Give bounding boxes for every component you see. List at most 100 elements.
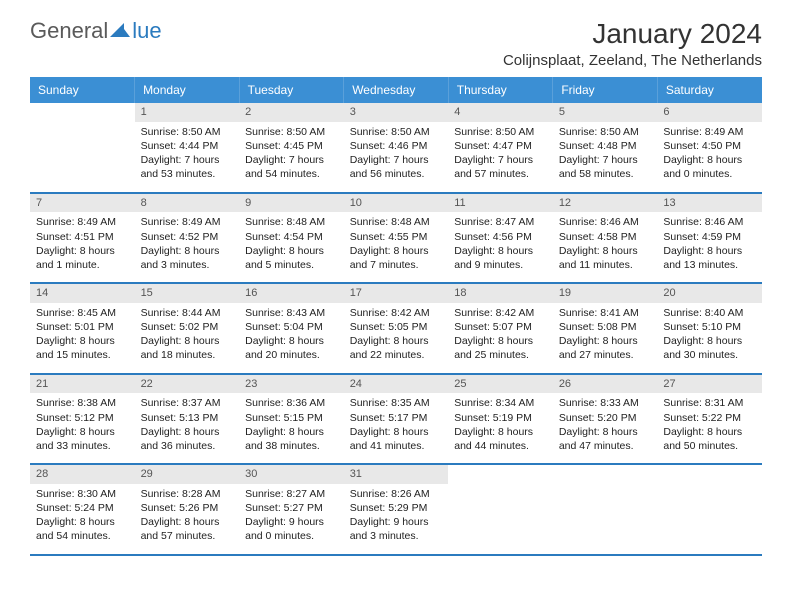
daylight-line: Daylight: 9 hours and 0 minutes. [245, 515, 338, 543]
calendar-day-cell: 9Sunrise: 8:48 AMSunset: 4:54 PMDaylight… [239, 193, 344, 284]
sunset-line: Sunset: 5:01 PM [36, 320, 129, 334]
day-number: 29 [135, 465, 240, 484]
sunrise-line: Sunrise: 8:27 AM [245, 487, 338, 501]
location: Colijnsplaat, Zeeland, The Netherlands [503, 52, 762, 69]
sunrise-line: Sunrise: 8:47 AM [454, 215, 547, 229]
sunset-line: Sunset: 4:50 PM [663, 139, 756, 153]
calendar-week-row: 14Sunrise: 8:45 AMSunset: 5:01 PMDayligh… [30, 283, 762, 374]
daylight-line: Daylight: 8 hours and 54 minutes. [36, 515, 129, 543]
day-number: 3 [344, 103, 449, 122]
sunrise-line: Sunrise: 8:34 AM [454, 396, 547, 410]
sunset-line: Sunset: 5:05 PM [350, 320, 443, 334]
logo-text-2: lue [132, 18, 161, 44]
calendar-day-cell: 26Sunrise: 8:33 AMSunset: 5:20 PMDayligh… [553, 374, 658, 465]
calendar-day-cell: 23Sunrise: 8:36 AMSunset: 5:15 PMDayligh… [239, 374, 344, 465]
calendar-day-cell: 20Sunrise: 8:40 AMSunset: 5:10 PMDayligh… [657, 283, 762, 374]
day-number: 20 [657, 284, 762, 303]
sunrise-line: Sunrise: 8:38 AM [36, 396, 129, 410]
day-number: 19 [553, 284, 658, 303]
daylight-line: Daylight: 8 hours and 27 minutes. [559, 334, 652, 362]
header: General lue January 2024 Colijnsplaat, Z… [30, 18, 762, 69]
sunset-line: Sunset: 5:08 PM [559, 320, 652, 334]
sunset-line: Sunset: 4:59 PM [663, 230, 756, 244]
calendar-day-cell: 30Sunrise: 8:27 AMSunset: 5:27 PMDayligh… [239, 464, 344, 555]
calendar-day-cell [30, 103, 135, 193]
day-number: 30 [239, 465, 344, 484]
calendar-day-cell: 22Sunrise: 8:37 AMSunset: 5:13 PMDayligh… [135, 374, 240, 465]
calendar-day-cell: 11Sunrise: 8:47 AMSunset: 4:56 PMDayligh… [448, 193, 553, 284]
calendar-day-cell: 27Sunrise: 8:31 AMSunset: 5:22 PMDayligh… [657, 374, 762, 465]
day-number: 22 [135, 375, 240, 394]
sunset-line: Sunset: 5:04 PM [245, 320, 338, 334]
weekday-header: Monday [135, 77, 240, 103]
sunset-line: Sunset: 5:10 PM [663, 320, 756, 334]
calendar-day-cell: 25Sunrise: 8:34 AMSunset: 5:19 PMDayligh… [448, 374, 553, 465]
sunset-line: Sunset: 5:07 PM [454, 320, 547, 334]
weekday-header: Tuesday [239, 77, 344, 103]
day-number: 24 [344, 375, 449, 394]
calendar-day-cell: 2Sunrise: 8:50 AMSunset: 4:45 PMDaylight… [239, 103, 344, 193]
day-number: 4 [448, 103, 553, 122]
daylight-line: Daylight: 8 hours and 33 minutes. [36, 425, 129, 453]
calendar-day-cell: 31Sunrise: 8:26 AMSunset: 5:29 PMDayligh… [344, 464, 449, 555]
sunset-line: Sunset: 5:22 PM [663, 411, 756, 425]
sunrise-line: Sunrise: 8:31 AM [663, 396, 756, 410]
day-number: 12 [553, 194, 658, 213]
day-number: 14 [30, 284, 135, 303]
logo-text-1: General [30, 18, 108, 44]
sunrise-line: Sunrise: 8:50 AM [559, 125, 652, 139]
calendar-day-cell: 3Sunrise: 8:50 AMSunset: 4:46 PMDaylight… [344, 103, 449, 193]
daylight-line: Daylight: 8 hours and 20 minutes. [245, 334, 338, 362]
calendar-day-cell: 13Sunrise: 8:46 AMSunset: 4:59 PMDayligh… [657, 193, 762, 284]
sunset-line: Sunset: 4:52 PM [141, 230, 234, 244]
daylight-line: Daylight: 7 hours and 54 minutes. [245, 153, 338, 181]
calendar-week-row: 7Sunrise: 8:49 AMSunset: 4:51 PMDaylight… [30, 193, 762, 284]
sunrise-line: Sunrise: 8:48 AM [245, 215, 338, 229]
daylight-line: Daylight: 8 hours and 1 minute. [36, 244, 129, 272]
title-block: January 2024 Colijnsplaat, Zeeland, The … [503, 18, 762, 69]
daylight-line: Daylight: 8 hours and 50 minutes. [663, 425, 756, 453]
calendar-body: 1Sunrise: 8:50 AMSunset: 4:44 PMDaylight… [30, 103, 762, 555]
sunrise-line: Sunrise: 8:49 AM [36, 215, 129, 229]
daylight-line: Daylight: 8 hours and 38 minutes. [245, 425, 338, 453]
daylight-line: Daylight: 8 hours and 0 minutes. [663, 153, 756, 181]
calendar-day-cell: 6Sunrise: 8:49 AMSunset: 4:50 PMDaylight… [657, 103, 762, 193]
sunrise-line: Sunrise: 8:36 AM [245, 396, 338, 410]
sunset-line: Sunset: 5:20 PM [559, 411, 652, 425]
daylight-line: Daylight: 7 hours and 57 minutes. [454, 153, 547, 181]
daylight-line: Daylight: 8 hours and 5 minutes. [245, 244, 338, 272]
sunrise-line: Sunrise: 8:49 AM [141, 215, 234, 229]
calendar-day-cell: 14Sunrise: 8:45 AMSunset: 5:01 PMDayligh… [30, 283, 135, 374]
day-number: 11 [448, 194, 553, 213]
sunrise-line: Sunrise: 8:48 AM [350, 215, 443, 229]
calendar-day-cell: 1Sunrise: 8:50 AMSunset: 4:44 PMDaylight… [135, 103, 240, 193]
sunset-line: Sunset: 5:26 PM [141, 501, 234, 515]
logo: General lue [30, 18, 162, 44]
weekday-header-row: SundayMondayTuesdayWednesdayThursdayFrid… [30, 77, 762, 103]
sunset-line: Sunset: 4:46 PM [350, 139, 443, 153]
calendar-day-cell [448, 464, 553, 555]
sunset-line: Sunset: 5:13 PM [141, 411, 234, 425]
sunrise-line: Sunrise: 8:42 AM [350, 306, 443, 320]
daylight-line: Daylight: 8 hours and 41 minutes. [350, 425, 443, 453]
day-number: 25 [448, 375, 553, 394]
sunrise-line: Sunrise: 8:35 AM [350, 396, 443, 410]
day-number: 13 [657, 194, 762, 213]
calendar-day-cell: 19Sunrise: 8:41 AMSunset: 5:08 PMDayligh… [553, 283, 658, 374]
sunrise-line: Sunrise: 8:50 AM [454, 125, 547, 139]
calendar-day-cell: 8Sunrise: 8:49 AMSunset: 4:52 PMDaylight… [135, 193, 240, 284]
sunset-line: Sunset: 5:17 PM [350, 411, 443, 425]
day-number: 6 [657, 103, 762, 122]
sunset-line: Sunset: 5:29 PM [350, 501, 443, 515]
day-number: 16 [239, 284, 344, 303]
calendar-week-row: 1Sunrise: 8:50 AMSunset: 4:44 PMDaylight… [30, 103, 762, 193]
daylight-line: Daylight: 8 hours and 18 minutes. [141, 334, 234, 362]
daylight-line: Daylight: 8 hours and 13 minutes. [663, 244, 756, 272]
sunset-line: Sunset: 4:44 PM [141, 139, 234, 153]
sunset-line: Sunset: 5:15 PM [245, 411, 338, 425]
daylight-line: Daylight: 7 hours and 56 minutes. [350, 153, 443, 181]
day-number: 10 [344, 194, 449, 213]
sunset-line: Sunset: 5:19 PM [454, 411, 547, 425]
sunset-line: Sunset: 4:54 PM [245, 230, 338, 244]
daylight-line: Daylight: 8 hours and 22 minutes. [350, 334, 443, 362]
